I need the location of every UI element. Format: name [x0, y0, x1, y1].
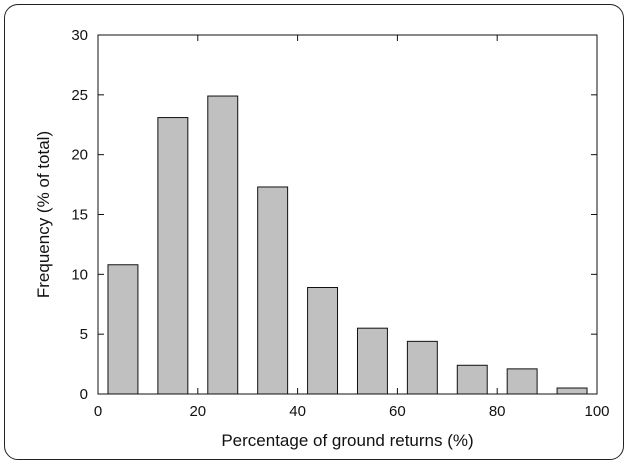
- y-axis-ticks: 0 5 10 15 20 25 30: [71, 27, 597, 403]
- bar-9: [556, 387, 588, 395]
- y-tick-label-5: 25: [71, 87, 88, 104]
- bar-2: [207, 95, 239, 395]
- bars-group: [107, 95, 588, 395]
- x-axis-ticks: 0 20 40 60 80 100: [94, 35, 610, 420]
- x-tick-label-2: 40: [289, 403, 306, 420]
- y-tick-label-0: 0: [80, 386, 88, 403]
- x-tick-label-4: 80: [489, 403, 506, 420]
- bar-8: [506, 368, 538, 395]
- y-tick-label-3: 15: [71, 207, 88, 224]
- bar-6: [406, 340, 438, 395]
- x-tick-label-3: 60: [389, 403, 406, 420]
- y-tick-label-6: 30: [71, 27, 88, 44]
- y-axis-title: Frequency (% of total): [34, 131, 53, 298]
- bar-7: [456, 364, 488, 395]
- x-axis-title: Percentage of ground returns (%): [221, 431, 473, 450]
- x-tick-label-0: 0: [94, 403, 102, 420]
- bar-1: [157, 117, 189, 395]
- y-tick-label-1: 5: [80, 326, 88, 343]
- bar-3: [257, 186, 289, 395]
- bar-5: [356, 327, 388, 395]
- bar-0: [107, 264, 139, 395]
- bar-4: [307, 286, 339, 395]
- y-tick-label-2: 10: [71, 266, 88, 283]
- y-tick-label-4: 20: [71, 147, 88, 164]
- x-tick-label-1: 20: [189, 403, 206, 420]
- x-tick-label-5: 100: [584, 403, 609, 420]
